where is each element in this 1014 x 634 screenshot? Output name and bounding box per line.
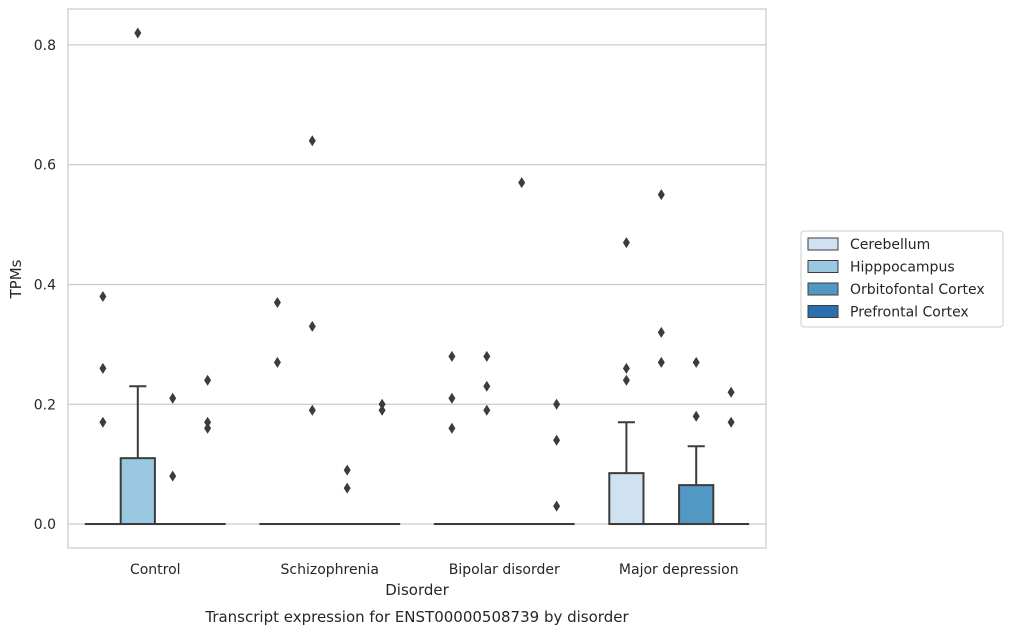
- outlier-points: [99, 27, 735, 512]
- outlier-point: [553, 500, 561, 512]
- plot-background: [68, 9, 766, 548]
- x-axis-label: Disorder: [385, 581, 449, 599]
- outlier-point: [622, 237, 630, 249]
- x-tick-label: Schizophrenia: [281, 562, 379, 578]
- outlier-point: [657, 356, 665, 368]
- legend-frame: [800, 230, 1004, 328]
- outlier-point: [483, 404, 491, 416]
- outlier-point: [308, 320, 316, 332]
- legend-label: Orbitofontal Cortex: [850, 282, 985, 298]
- outlier-point: [343, 482, 351, 494]
- outlier-point: [169, 470, 177, 482]
- outlier-point: [622, 362, 630, 374]
- x-tick-label: Bipolar disorder: [449, 562, 560, 578]
- outlier-point: [204, 374, 212, 386]
- y-tick-label: 0.2: [34, 397, 56, 413]
- y-tick-label: 0.4: [34, 277, 56, 293]
- box: [608, 472, 645, 526]
- outlier-point: [204, 422, 212, 434]
- outlier-point: [692, 356, 700, 368]
- outlier-point: [99, 362, 107, 374]
- legend-label: Cerebellum: [850, 237, 930, 253]
- outlier-point: [727, 386, 735, 398]
- legend-swatch: [807, 260, 839, 273]
- legend-label: Hipppocampus: [850, 260, 955, 276]
- outlier-point: [169, 392, 177, 404]
- outlier-point: [308, 135, 316, 147]
- y-tick-labels: 0.0 0.2 0.4 0.6 0.8: [34, 38, 56, 533]
- outlier-point: [692, 410, 700, 422]
- outlier-point: [553, 434, 561, 446]
- outlier-point: [378, 404, 386, 416]
- outlier-point: [308, 404, 316, 416]
- boxes: [84, 385, 750, 526]
- box: [119, 457, 156, 526]
- outlier-point: [99, 290, 107, 302]
- y-tick-label: 0.8: [34, 38, 56, 54]
- legend-swatch: [807, 305, 839, 318]
- legend-swatch: [807, 282, 839, 296]
- outlier-point: [134, 27, 142, 39]
- x-tick-label: Control: [130, 562, 181, 578]
- outlier-point: [204, 416, 212, 428]
- outlier-point: [343, 464, 351, 476]
- chart-caption: Transcript expression for ENST0000050873…: [204, 608, 629, 626]
- outlier-point: [273, 356, 281, 368]
- outlier-point: [448, 392, 456, 404]
- outlier-point: [518, 177, 526, 189]
- outlier-point: [99, 416, 107, 428]
- outlier-point: [553, 398, 561, 410]
- outlier-point: [273, 296, 281, 308]
- legend-label: Prefrontal Cortex: [850, 305, 969, 321]
- outlier-point: [657, 326, 665, 338]
- outlier-point: [483, 380, 491, 392]
- outlier-point: [378, 398, 386, 410]
- y-tick-label: 0.6: [34, 158, 56, 174]
- outlier-point: [448, 422, 456, 434]
- box: [678, 484, 715, 526]
- y-axis-label: TPMs: [7, 259, 25, 299]
- x-tick-label: Major depression: [619, 562, 739, 578]
- outlier-point: [483, 350, 491, 362]
- legend: Cerebellum Hipppocampus Orbitofontal Corte…: [800, 230, 1004, 328]
- legend-swatch: [807, 237, 839, 251]
- outlier-point: [727, 416, 735, 428]
- y-tick-label: 0.0: [34, 517, 56, 533]
- outlier-point: [657, 189, 665, 201]
- plot-frame: [67, 8, 767, 549]
- outlier-point: [448, 350, 456, 362]
- x-tick-labels: Control Schizophrenia Bipolar disorder Majo…: [130, 562, 739, 578]
- outlier-point: [622, 374, 630, 386]
